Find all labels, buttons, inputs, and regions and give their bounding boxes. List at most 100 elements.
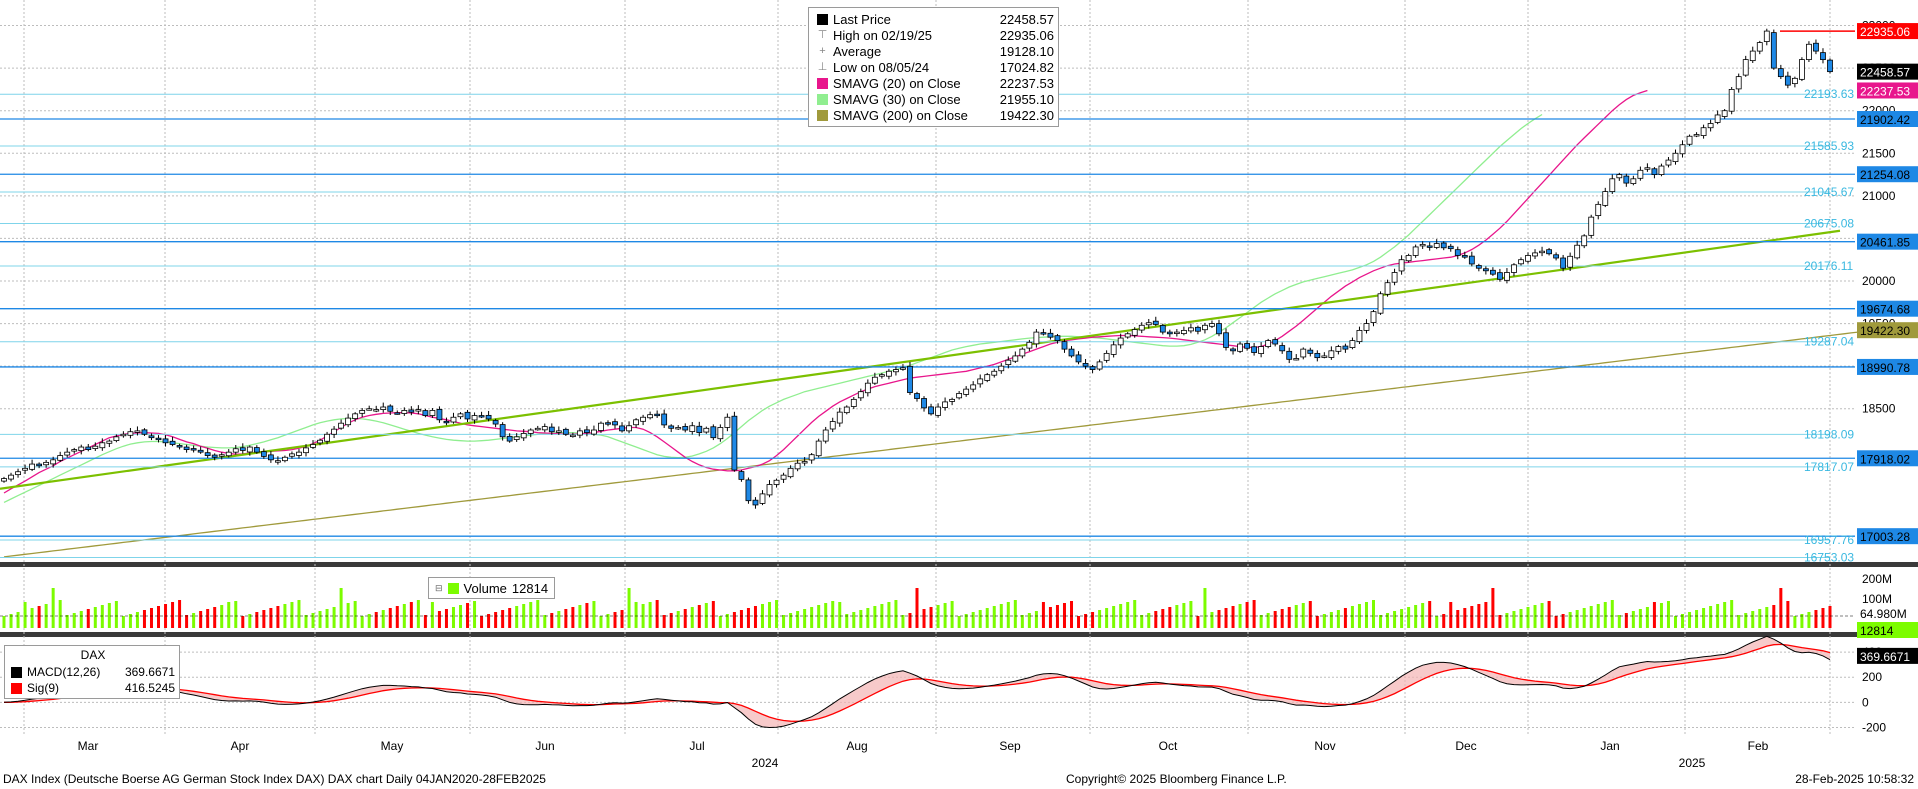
candle-up [1419,243,1426,247]
volume-bar-up [957,616,961,628]
candle-up [1145,322,1152,326]
volume-bar-down [1561,614,1565,628]
volume-bar-up [304,615,308,628]
volume-bar-up [1414,605,1418,628]
candle-up [1349,340,1356,348]
candle-up [689,425,696,432]
volume-bar-down [1624,613,1628,628]
volume-bar-up [845,614,849,628]
candle-down [1054,335,1061,342]
price-badge: 22935.06 [1857,23,1918,40]
sma200-line [3,329,1873,558]
collapse-icon[interactable]: ⊟ [435,582,443,593]
candle-up [640,416,646,422]
candle-up [1806,43,1812,61]
volume-bar-up [192,613,196,628]
candle-up [450,416,457,423]
legend-label: SMAVG (30) on Close [833,91,961,107]
candle-up [317,439,323,444]
volume-bar-up [360,616,364,628]
candle-down [1623,175,1630,184]
price-badge-text: 17918.02 [1860,452,1910,466]
volume-bar-up [936,605,940,628]
candle-up [1707,123,1714,129]
volume-bar-down [1308,601,1312,628]
candle-up [1665,159,1672,166]
candle-down [1166,331,1173,335]
volume-bar-up [1105,608,1109,628]
volume-bar-up [894,600,898,628]
volume-bar-down [620,610,624,628]
legend-label: Sig(9) [27,681,60,695]
volume-bar-up [1645,607,1649,628]
candle-down [239,447,246,451]
volume-bar-up [220,605,224,628]
price-badge-bg [1857,23,1918,40]
candle-up [99,442,106,449]
volume-bar-down [374,612,378,628]
candle-up [1096,361,1103,370]
candle-up [843,406,850,414]
candle-up [527,429,534,434]
candle-up [345,417,352,426]
volume-bar-up [30,608,34,628]
volume-bar-up [1709,606,1713,628]
candle-down [85,446,92,450]
volume-bar-up [1533,605,1537,628]
candle-up [401,410,408,414]
volume-bar-up [1393,611,1397,628]
copyright: Copyright© 2025 Bloomberg Finance L.P. [1066,772,1287,786]
candle-down [443,420,450,424]
macd-tick-label: 0 [1862,695,1869,709]
candle-up [373,409,380,412]
price-legend: Last Price 22458.57 ⊤ High on 02/19/25 22935… [808,7,1059,127]
volume-bar-down [1470,606,1474,628]
volume-bar-up [992,606,996,628]
candle-up [703,427,710,433]
candle-up [1005,359,1012,366]
chart-date-range: 04JAN2020-28FEB2025 [415,772,546,786]
candle-up [1209,323,1215,327]
macd-panel-title: DAX [80,648,106,662]
volume-badge: 64.980M [1857,605,1918,621]
volume-bar-up [58,600,62,628]
legend-value: 19422.30 [999,107,1054,123]
volume-bar-down [662,615,666,628]
candle-down [1082,363,1089,367]
candle-up [1658,165,1665,175]
legend-value: 416.5245 [124,681,175,695]
candle-up [246,446,253,453]
candle-down [1813,42,1819,52]
candle-down [267,454,274,461]
volume-bar-up [311,613,315,628]
candle-up [970,384,977,390]
volume-bar-up [114,601,118,628]
candle-down [1553,254,1559,259]
volume-bar-up [803,609,807,628]
macd-legend-row: MACD(12,26) 369.6671 [11,664,175,680]
legend-value: 22458.57 [999,11,1054,27]
volume-bar-down [1154,611,1158,628]
legend-swatch [817,77,828,89]
candle-down [155,437,162,441]
candle-up [956,392,963,399]
price-badge-bg [1857,166,1918,183]
macd-line [3,635,1831,729]
volume-bar-down [550,613,554,628]
price-badge: 20461.85 [1857,233,1918,250]
candle-up [1138,324,1145,331]
price-legend-row: SMAVG (200) on Close 19422.30 [817,107,1054,123]
month-label: Dec [1455,739,1476,753]
volume-bar-up [1203,588,1207,628]
legend-value: 21955.10 [999,91,1054,107]
candle-up [232,448,239,453]
candle-up [1363,323,1370,331]
candle-up [1574,244,1581,259]
volume-bar-up [1435,616,1439,628]
price-legend-row: SMAVG (20) on Close 22237.53 [817,75,1054,91]
legend-swatch: + [819,44,826,57]
volume-bar-up [578,605,582,628]
candle-up [935,406,941,416]
price-tick-label: 18500 [1862,402,1896,416]
